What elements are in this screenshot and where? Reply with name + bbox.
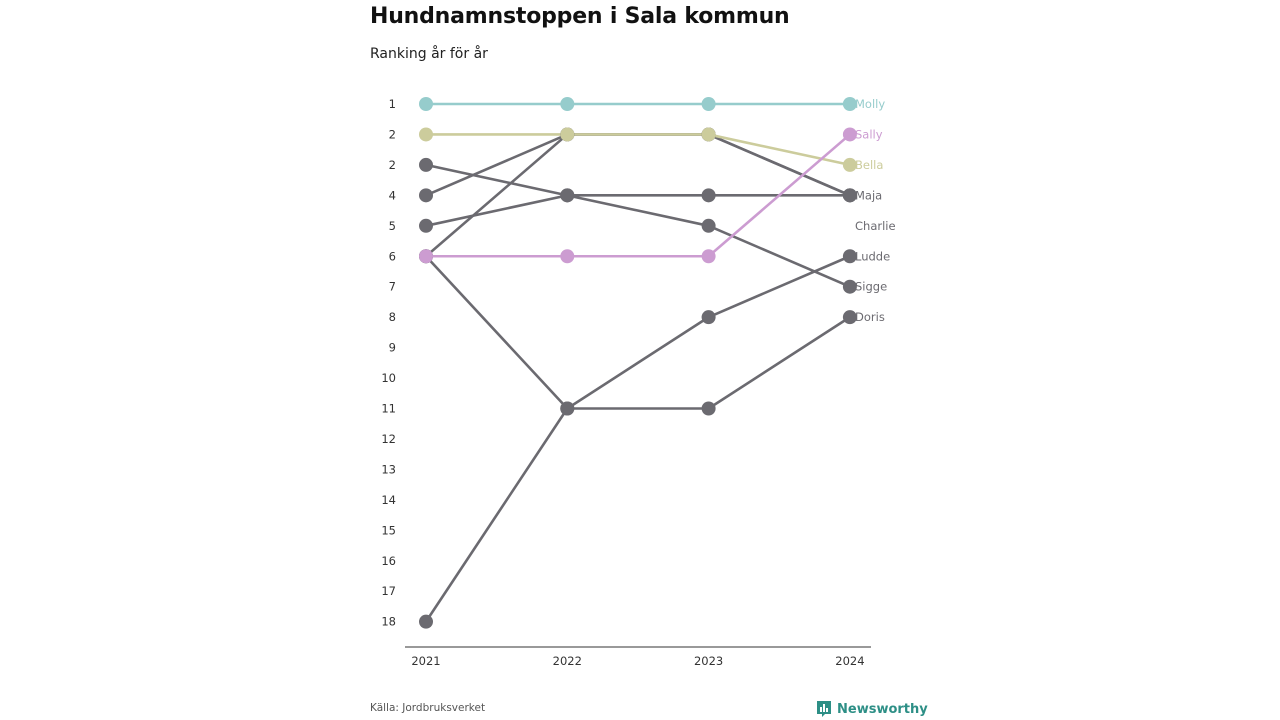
y-tick-label: 8 [389, 310, 396, 324]
series-point-bella [701, 127, 716, 142]
series-point-doris [560, 401, 575, 416]
brand-logo[interactable]: Newsworthy [816, 700, 928, 718]
y-tick-label: 6 [389, 249, 396, 263]
series-point-molly [701, 97, 716, 111]
y-tick-label: 10 [381, 371, 396, 385]
series-point-molly [842, 97, 857, 111]
y-tick-label: 18 [381, 615, 396, 629]
end-label-sigge: Sigge [855, 280, 887, 294]
y-tick-label: 12 [381, 432, 396, 446]
y-tick-label: 7 [389, 280, 396, 294]
series-point-sigge [701, 218, 716, 233]
y-tick-label: 14 [381, 493, 396, 507]
series-point-unnamed [560, 188, 575, 203]
series-line-ludde [424, 255, 851, 623]
series-point-unnamed [419, 218, 433, 233]
y-tick-label: 16 [381, 554, 396, 568]
series-line-sigge [425, 163, 851, 288]
series-point-ludde [842, 249, 857, 264]
x-tick-label: 2024 [835, 654, 864, 668]
series-line-doris [425, 255, 851, 410]
series-line-charlie [425, 133, 851, 197]
end-label-maja: Maja [855, 188, 882, 202]
y-tick-label: 4 [389, 188, 396, 202]
y-tick-label: 5 [389, 219, 396, 233]
x-axis: 2021 2022 2023 2024 [411, 654, 864, 668]
series-point-ludde [419, 614, 433, 629]
y-tick-label: 15 [381, 523, 396, 537]
y-tick-label: 11 [381, 402, 396, 416]
brand-name: Newsworthy [837, 701, 928, 717]
end-label-molly: Molly [855, 97, 885, 111]
y-tick-label: 13 [381, 462, 396, 476]
chart-subtitle: Ranking år för år [370, 46, 488, 62]
x-tick-label: 2023 [694, 654, 723, 668]
chart-title: Hundnamnstoppen i Sala kommun [370, 4, 790, 29]
series-lines [424, 102, 851, 623]
end-label-ludde: Ludde [855, 249, 890, 263]
end-labels: Molly Sally Bella Maja Charlie Ludde Sigge Dori… [855, 97, 896, 324]
series-point-unnamed [842, 188, 857, 203]
y-tick-label: 2 [389, 127, 396, 141]
y-tick-label: 2 [389, 158, 396, 172]
series-point-sigge [842, 279, 857, 294]
source-note: Källa: Jordbruksverket [370, 702, 486, 714]
y-tick-label: 9 [389, 341, 396, 355]
series-point-charlie [419, 188, 433, 203]
series-point-sally [560, 249, 575, 264]
bar-chart-logo-icon [817, 701, 831, 717]
series-point-sally [842, 127, 857, 142]
x-tick-label: 2021 [411, 654, 440, 668]
series-point-molly [560, 97, 575, 111]
x-tick-label: 2022 [553, 654, 582, 668]
series-point-doris [842, 310, 857, 325]
end-label-charlie: Charlie [855, 219, 896, 233]
series-point-doris [701, 401, 716, 416]
series-line-bella [426, 133, 851, 167]
series-point-molly [419, 97, 433, 111]
series-point-sally [419, 249, 433, 264]
series-point-bella [842, 157, 857, 172]
series-line-sally [426, 133, 851, 258]
y-tick-label: 1 [389, 97, 396, 111]
end-label-sally: Sally [855, 127, 883, 141]
series-point-bella [419, 127, 433, 142]
series-point-sally [701, 249, 716, 264]
series-point-sigge [419, 157, 433, 172]
series-points [419, 97, 857, 629]
end-label-doris: Doris [855, 310, 885, 324]
end-label-bella: Bella [855, 158, 883, 172]
series-point-bella [560, 127, 575, 142]
y-tick-label: 17 [381, 584, 396, 598]
series-point-ludde [701, 310, 716, 325]
series-point-unnamed [701, 188, 716, 203]
